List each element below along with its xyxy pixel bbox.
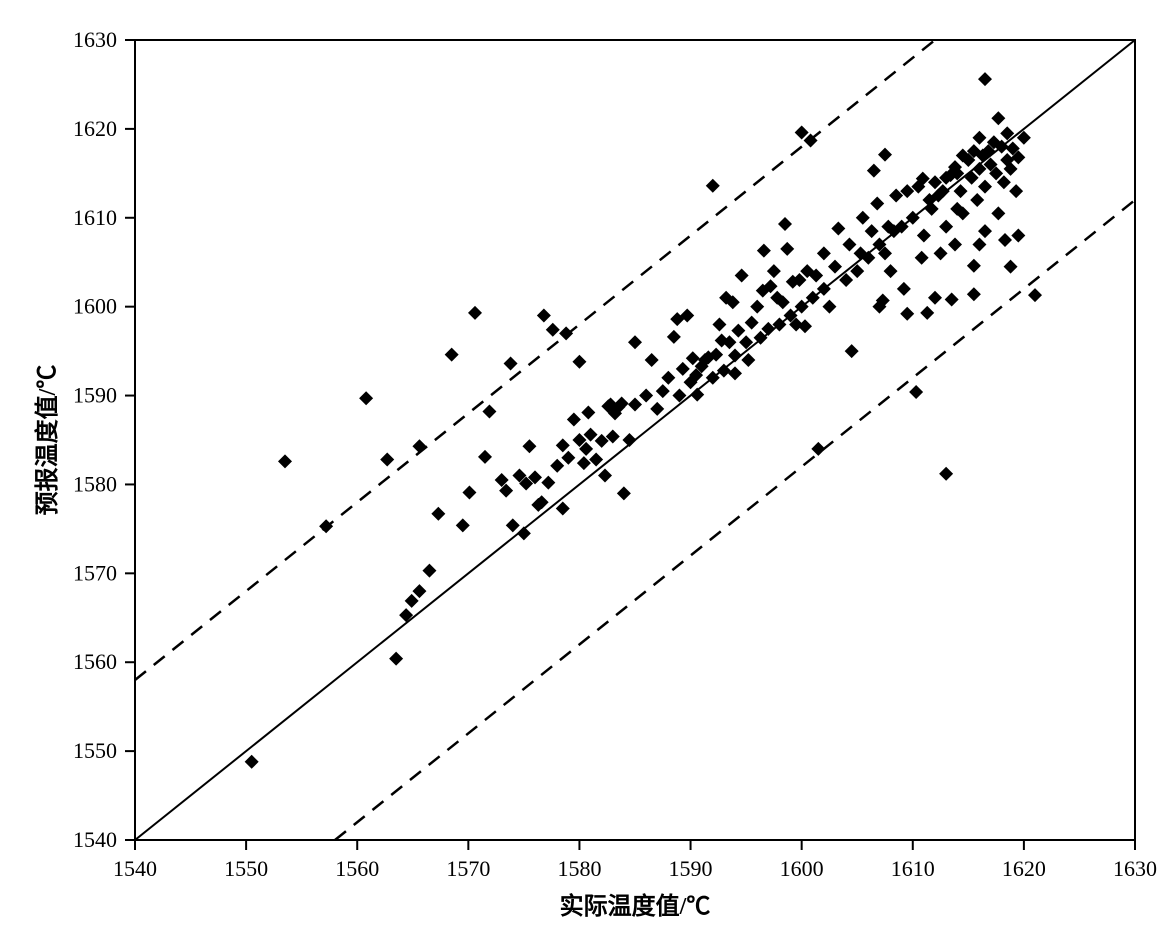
svg-text:1580: 1580 bbox=[73, 471, 117, 496]
svg-text:1540: 1540 bbox=[113, 856, 157, 881]
svg-text:1570: 1570 bbox=[446, 856, 490, 881]
x-axis-label: 实际温度值/℃ bbox=[560, 892, 711, 920]
svg-text:1610: 1610 bbox=[891, 856, 935, 881]
svg-text:1630: 1630 bbox=[1113, 856, 1157, 881]
svg-text:1600: 1600 bbox=[73, 294, 117, 319]
svg-text:1540: 1540 bbox=[73, 827, 117, 852]
svg-text:1610: 1610 bbox=[73, 205, 117, 230]
svg-text:1600: 1600 bbox=[780, 856, 824, 881]
svg-text:1570: 1570 bbox=[73, 560, 117, 585]
svg-text:1560: 1560 bbox=[335, 856, 379, 881]
scatter-chart: 1540 1550 1560 1570 1580 1590 1600 1610 1620 1630… bbox=[0, 0, 1165, 936]
svg-text:1620: 1620 bbox=[1002, 856, 1046, 881]
svg-text:1560: 1560 bbox=[73, 649, 117, 674]
svg-text:1550: 1550 bbox=[224, 856, 268, 881]
svg-text:1630: 1630 bbox=[73, 27, 117, 52]
chart-svg: 1540 1550 1560 1570 1580 1590 1600 1610 1620 1630… bbox=[0, 0, 1165, 936]
svg-text:1590: 1590 bbox=[669, 856, 713, 881]
svg-text:1590: 1590 bbox=[73, 383, 117, 408]
y-axis-label: 预报温度值/℃ bbox=[33, 365, 61, 516]
svg-text:1550: 1550 bbox=[73, 738, 117, 763]
svg-text:1580: 1580 bbox=[557, 856, 601, 881]
svg-text:1620: 1620 bbox=[73, 116, 117, 141]
